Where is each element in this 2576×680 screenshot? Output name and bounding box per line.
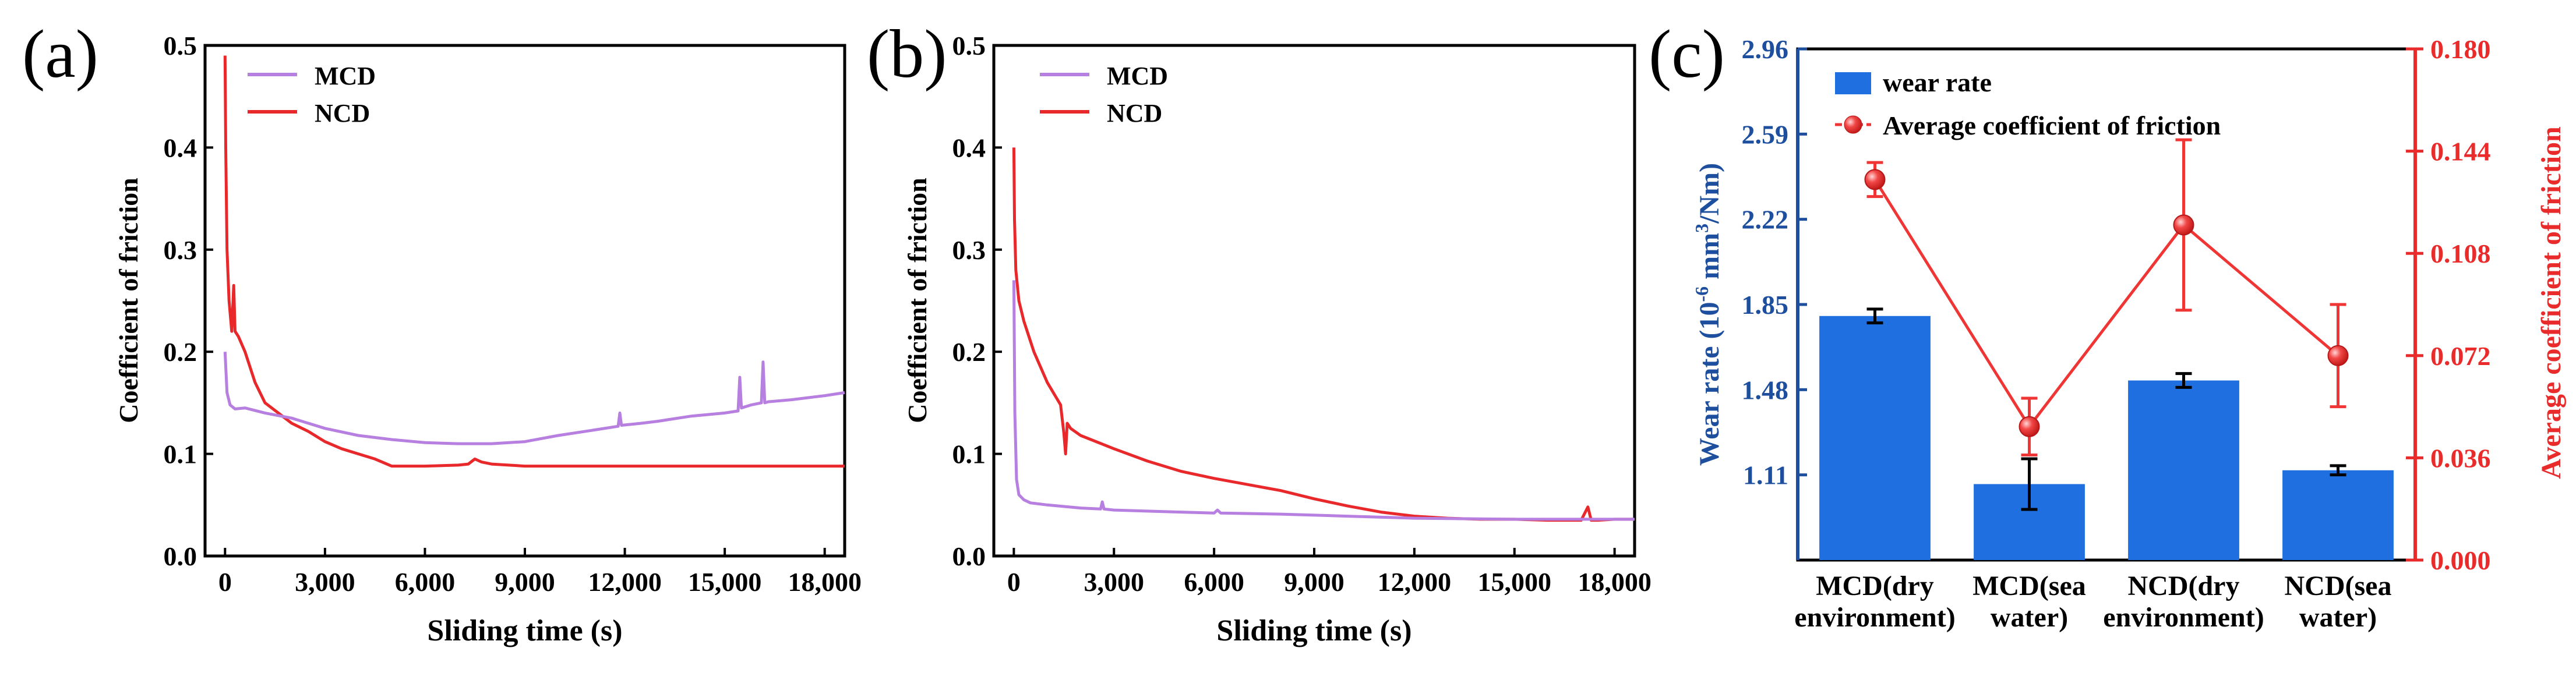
series-layer bbox=[1012, 147, 1635, 522]
panel-label: (a) bbox=[22, 16, 98, 92]
y-axis-label: Coefficient of friction bbox=[114, 178, 143, 423]
x-tick-label: 6,000 bbox=[395, 567, 456, 597]
x-ticks: 0 3,000 6,000 9,000 12,000 15,000 18,000 bbox=[218, 548, 862, 597]
legend-label-mcd: MCD bbox=[315, 62, 376, 90]
series-line-mcd bbox=[1012, 280, 1635, 521]
x-tick-label: 18,000 bbox=[788, 567, 862, 597]
right-y-tick-label: 0.108 bbox=[2430, 239, 2491, 268]
panel-label: (b) bbox=[867, 16, 947, 92]
y-tick-label: 0.1 bbox=[164, 440, 197, 469]
x-tick-label: 18,000 bbox=[1578, 567, 1652, 597]
y-tick-label: 0.4 bbox=[164, 133, 197, 162]
friction-point bbox=[2327, 345, 2349, 366]
plot-frame bbox=[203, 44, 846, 558]
x-category-label: environment) bbox=[1794, 602, 1955, 633]
left-y-tick-label: 1.48 bbox=[1742, 375, 1789, 405]
bar-series bbox=[1819, 307, 2394, 560]
y-tick-label: 0.0 bbox=[952, 541, 986, 571]
legend-label-ncd: NCD bbox=[315, 99, 370, 128]
series-layer bbox=[223, 55, 845, 468]
y-ticks: 0.0 0.1 0.2 0.3 0.4 0.5 bbox=[164, 31, 213, 571]
panel-label: (c) bbox=[1649, 16, 1725, 92]
left-y-tick-label: 2.96 bbox=[1742, 34, 1789, 64]
right-y-axis-label: Average coefficient of friction bbox=[2536, 126, 2567, 479]
y-tick-label: 0.2 bbox=[164, 337, 197, 367]
panel-b: (b) 0 3,000 6,000 9,000 12,000 15,000 18,000 0… bbox=[867, 16, 1652, 647]
x-tick-label: 12,000 bbox=[588, 567, 662, 597]
x-tick-label: 9,000 bbox=[1284, 567, 1345, 597]
x-tick-label: 0 bbox=[218, 567, 232, 597]
legend: wear rate Average coefficient of frictio… bbox=[1835, 68, 2221, 140]
x-category-label: water) bbox=[1991, 602, 2068, 633]
friction-point bbox=[2019, 416, 2040, 437]
x-tick-label: 15,000 bbox=[688, 567, 762, 597]
bar bbox=[2128, 380, 2239, 560]
right-y-tick-label: 0.144 bbox=[2430, 137, 2491, 167]
bar bbox=[2282, 470, 2394, 560]
x-category-label: environment) bbox=[2103, 602, 2264, 633]
friction-point bbox=[1864, 169, 1886, 190]
x-tick-label: 9,000 bbox=[495, 567, 555, 597]
legend-marker-friction bbox=[1844, 115, 1862, 134]
x-tick-label: 15,000 bbox=[1478, 567, 1552, 597]
y-tick-label: 0.0 bbox=[164, 541, 197, 571]
friction-point bbox=[2173, 214, 2194, 236]
plot-frame bbox=[992, 44, 1636, 558]
y-tick-label: 0.3 bbox=[164, 235, 197, 265]
x-axis-label: Sliding time (s) bbox=[427, 614, 622, 647]
panel-c: (c) 1.111.481.852.222.592.96 0.0000.0360… bbox=[1649, 16, 2567, 633]
legend-swatch-wear-rate bbox=[1835, 72, 1871, 94]
x-ticks: 0 3,000 6,000 9,000 12,000 15,000 18,000 bbox=[1007, 548, 1652, 597]
y-tick-label: 0.5 bbox=[952, 31, 986, 61]
legend: MCD NCD bbox=[248, 62, 376, 128]
series-line-ncd bbox=[1012, 147, 1635, 522]
y-axis-label: Coefficient of friction bbox=[902, 178, 932, 423]
x-tick-label: 3,000 bbox=[1084, 567, 1145, 597]
right-y-ticks: 0.000 0.036 0.072 0.108 0.144 0.180 bbox=[2406, 34, 2491, 575]
series-line-ncd bbox=[223, 55, 845, 468]
legend-label-friction: Average coefficient of friction bbox=[1883, 111, 2221, 140]
y-tick-label: 0.1 bbox=[952, 440, 986, 469]
legend-label-mcd: MCD bbox=[1107, 62, 1168, 90]
x-tick-label: 6,000 bbox=[1184, 567, 1244, 597]
x-category-label: water) bbox=[2299, 602, 2377, 633]
x-axis-label: Sliding time (s) bbox=[1216, 614, 1411, 647]
y-ticks: 0.0 0.1 0.2 0.3 0.4 0.5 bbox=[952, 31, 1002, 571]
y-tick-label: 0.4 bbox=[952, 133, 986, 162]
left-y-tick-label: 1.11 bbox=[1743, 461, 1788, 490]
legend-label-ncd: NCD bbox=[1107, 99, 1162, 128]
series-line-mcd bbox=[223, 352, 845, 445]
left-y-tick-label: 1.85 bbox=[1742, 290, 1789, 320]
bar bbox=[1819, 316, 1931, 560]
x-tick-label: 0 bbox=[1007, 567, 1021, 597]
legend-label-wear-rate: wear rate bbox=[1883, 68, 1992, 97]
x-category-labels: MCD(dryenvironment)MCD(seawater)NCD(drye… bbox=[1794, 571, 2391, 633]
left-y-tick-label: 2.59 bbox=[1742, 119, 1789, 149]
x-category-label: MCD(dry bbox=[1816, 571, 1934, 601]
friction-line bbox=[1873, 179, 2339, 430]
y-tick-label: 0.2 bbox=[952, 337, 986, 367]
panel-a: (a) 0 3,000 6,000 9,000 12,000 15,000 18,000 0… bbox=[22, 16, 862, 647]
right-y-tick-label: 0.072 bbox=[2430, 341, 2491, 371]
right-y-tick-label: 0.000 bbox=[2430, 546, 2491, 575]
left-y-tick-label: 2.22 bbox=[1742, 205, 1789, 235]
x-category-label: NCD(dry bbox=[2128, 571, 2240, 601]
legend: MCD NCD bbox=[1040, 62, 1168, 128]
y-tick-label: 0.5 bbox=[164, 31, 197, 61]
right-y-tick-label: 0.036 bbox=[2430, 443, 2491, 473]
x-tick-label: 3,000 bbox=[295, 567, 355, 597]
x-category-label: MCD(sea bbox=[1972, 571, 2086, 601]
friction-line-series bbox=[1864, 138, 2349, 457]
left-y-ticks: 1.11 1.48 1.85 2.22 2.59 2.96 bbox=[1742, 34, 1807, 490]
y-tick-label: 0.3 bbox=[952, 235, 986, 265]
left-y-axis-label: Wear rate (10-6 mm3/Nm) bbox=[1691, 163, 1725, 466]
x-tick-label: 12,000 bbox=[1378, 567, 1452, 597]
x-category-label: NCD(sea bbox=[2285, 571, 2392, 601]
right-y-tick-label: 0.180 bbox=[2430, 34, 2491, 64]
